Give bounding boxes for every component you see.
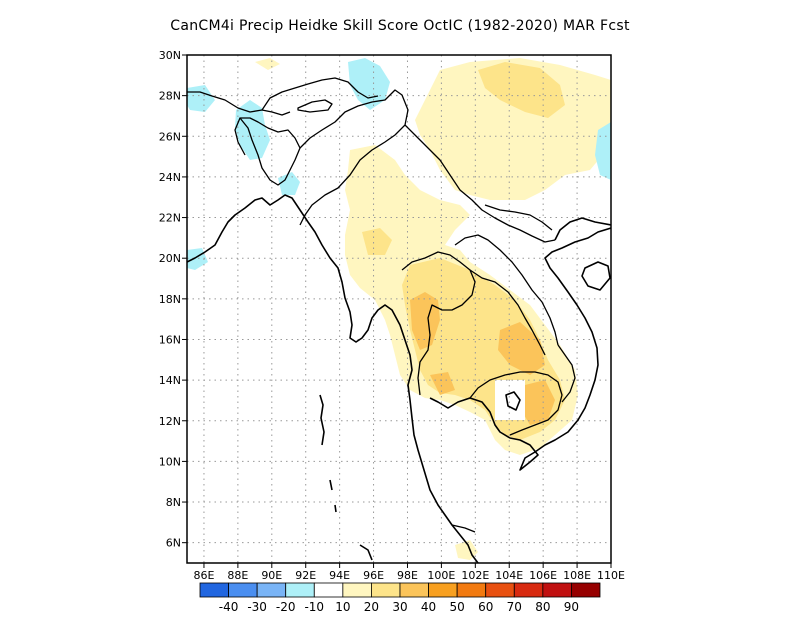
nicobar-islands	[329, 479, 337, 513]
border-laos-thailand	[469, 269, 546, 356]
colorbar-swatch	[428, 582, 458, 598]
skill-shading	[187, 58, 611, 560]
colorbar-swatch	[513, 582, 544, 598]
shade-level-neg10	[595, 122, 611, 180]
colorbar-label: 80	[535, 600, 550, 614]
y-tick-label: 6N	[166, 537, 181, 550]
border-bangladesh	[239, 117, 301, 186]
x-tick-label: 102E	[461, 569, 489, 582]
country-borders	[187, 77, 576, 533]
shade-level-20	[478, 62, 565, 118]
colorbar-label: 70	[507, 600, 522, 614]
y-tick-label: 8N	[166, 496, 181, 509]
y-tick-label: 20N	[159, 252, 181, 265]
colorbar-swatch	[256, 582, 287, 598]
border-thailand-malaysia	[451, 524, 476, 533]
x-tick-label: 90E	[261, 569, 282, 582]
x-tick-label: 106E	[529, 569, 557, 582]
x-tick-label: 92E	[295, 569, 316, 582]
y-tick-label: 14N	[159, 374, 181, 387]
x-tick-label: 98E	[397, 569, 418, 582]
border-india-north	[234, 117, 246, 156]
shade-level-neg10	[278, 172, 300, 195]
shade-level-neg10	[187, 85, 215, 112]
colorbar-swatch	[285, 582, 315, 598]
y-tick-label: 28N	[159, 90, 181, 103]
map-title: CanCM4i Precip Heidke Skill Score OctIC …	[170, 18, 630, 34]
x-tick-label: 104E	[495, 569, 523, 582]
border-cambodia	[469, 371, 563, 436]
colorbar: -40 -30 -20 -10 10 20 30 40 50 60 70 80 90	[199, 582, 601, 614]
colorbar-label: 40	[421, 600, 436, 614]
shade-level-neg10	[235, 100, 270, 160]
shade-level-30	[410, 292, 440, 350]
x-tick-label: 110E	[597, 569, 625, 582]
shade-level-neg10	[348, 58, 390, 110]
y-tick-label: 12N	[159, 415, 181, 428]
x-tick-label: 100E	[427, 569, 455, 582]
colorbar-label: -30	[247, 600, 267, 614]
shade-level-30	[520, 380, 555, 425]
y-tick-label: 24N	[159, 171, 181, 184]
coastlines	[187, 194, 611, 563]
coastline-bay-of-bengal	[187, 194, 479, 563]
y-tick-label: 26N	[159, 130, 181, 143]
border-bhutan	[297, 99, 333, 113]
x-tick-label: 94E	[329, 569, 350, 582]
shade-level-20	[362, 228, 392, 255]
colorbar-swatch	[485, 582, 515, 598]
y-tick-label: 22N	[159, 212, 181, 225]
x-tick-label: 88E	[227, 569, 248, 582]
colorbar-label: 10	[335, 600, 350, 614]
colorbar-swatch	[456, 582, 487, 598]
andaman-islands	[319, 394, 325, 446]
x-axis: 86E 88E 90E 92E 94E 96E 98E 100E 102E 104E 106E 108…	[193, 563, 625, 582]
colorbar-label: 90	[564, 600, 579, 614]
tonle-sap	[505, 391, 521, 411]
colorbar-swatch	[342, 582, 372, 598]
colorbar-label: 50	[450, 600, 465, 614]
colorbar-label: -20	[276, 600, 296, 614]
border-india-myanmar	[299, 89, 409, 226]
shade-level-30	[498, 322, 545, 375]
x-tick-label: 96E	[363, 569, 384, 582]
border-myanmar-thailand	[401, 251, 476, 396]
colorbar-label: -40	[219, 600, 239, 614]
island-malay	[359, 544, 373, 561]
colorbar-swatch	[313, 582, 344, 598]
plot-frame	[186, 54, 612, 564]
hainan-island	[581, 261, 611, 291]
colorbar-label: 30	[392, 600, 407, 614]
x-tick-label: 108E	[563, 569, 591, 582]
y-tick-label: 10N	[159, 455, 181, 468]
colorbar-label: -10	[304, 600, 324, 614]
coastline-south-china	[554, 217, 611, 241]
colorbar-swatch	[199, 582, 229, 598]
colorbar-swatch	[399, 582, 429, 598]
y-tick-label: 16N	[159, 333, 181, 346]
colorbar-swatch	[571, 582, 601, 598]
colorbar-label: 20	[364, 600, 379, 614]
y-tick-label: 30N	[159, 49, 181, 62]
colorbar-swatch	[371, 582, 401, 598]
shade-level-20	[470, 350, 500, 375]
shade-level-10	[255, 58, 280, 70]
x-tick-label: 86E	[193, 569, 214, 582]
colorbar-label: 60	[478, 600, 493, 614]
border-india-nepal	[187, 91, 291, 116]
border-tibet	[261, 77, 379, 111]
border-myanmar-china	[404, 124, 556, 243]
colorbar-swatch	[228, 582, 258, 598]
colorbar-swatch	[542, 582, 572, 598]
coastline-gulf-thailand	[429, 227, 611, 471]
border-laos	[454, 234, 559, 346]
border-vietnam-china	[484, 204, 553, 231]
border-vietnam	[557, 344, 576, 403]
y-tick-label: 18N	[159, 293, 181, 306]
y-axis: 6N 8N 10N 12N 14N 16N 18N 20N 22N 24N 26N 28N 30N	[159, 49, 187, 550]
shade-level-30	[430, 372, 455, 395]
